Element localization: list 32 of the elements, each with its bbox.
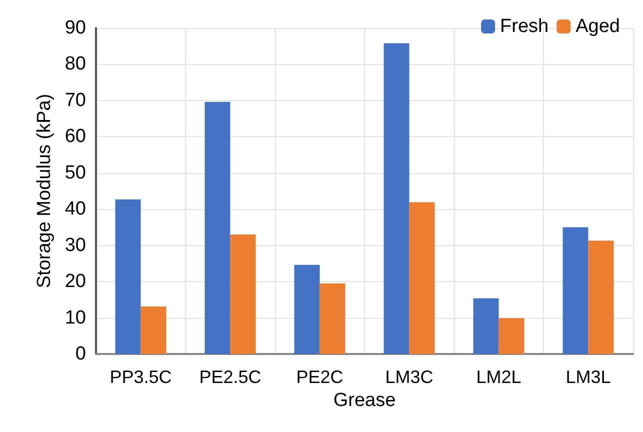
x-tick-label: PE2.5C [199,367,262,387]
y-tick-label: 80 [64,54,86,75]
y-tick-label: 90 [64,18,86,38]
y-tick-label: 60 [64,126,86,148]
x-axis-title: Grease [333,390,396,411]
bar [409,202,435,354]
bar [588,240,614,354]
y-axis-title: Storage Modulus (kPa) [34,94,55,288]
bar [384,43,410,354]
y-tick-label: 20 [64,271,86,292]
bar [294,264,320,354]
bar [140,306,166,354]
x-tick-label: LM3L [566,367,611,387]
x-tick-label: LM2L [476,367,522,387]
bar [498,318,524,354]
y-tick-label: 30 [64,234,86,256]
y-tick-label: 70 [64,90,86,111]
x-tick-label: PE2C [296,367,344,387]
bar [473,298,499,354]
x-tick-label: LM3C [385,367,434,387]
y-tick-label: 0 [75,344,86,364]
y-tick-label: 10 [64,307,86,328]
legend-label: Fresh [500,16,549,37]
bar [204,102,230,354]
bar [115,199,141,354]
y-tick-label: 40 [64,198,86,220]
bar [562,227,588,354]
legend-label: Aged [576,16,620,37]
bar [230,234,256,354]
x-tick-label: PP3.5C [110,367,172,387]
y-tick-label: 50 [64,162,86,184]
bar [320,283,346,354]
